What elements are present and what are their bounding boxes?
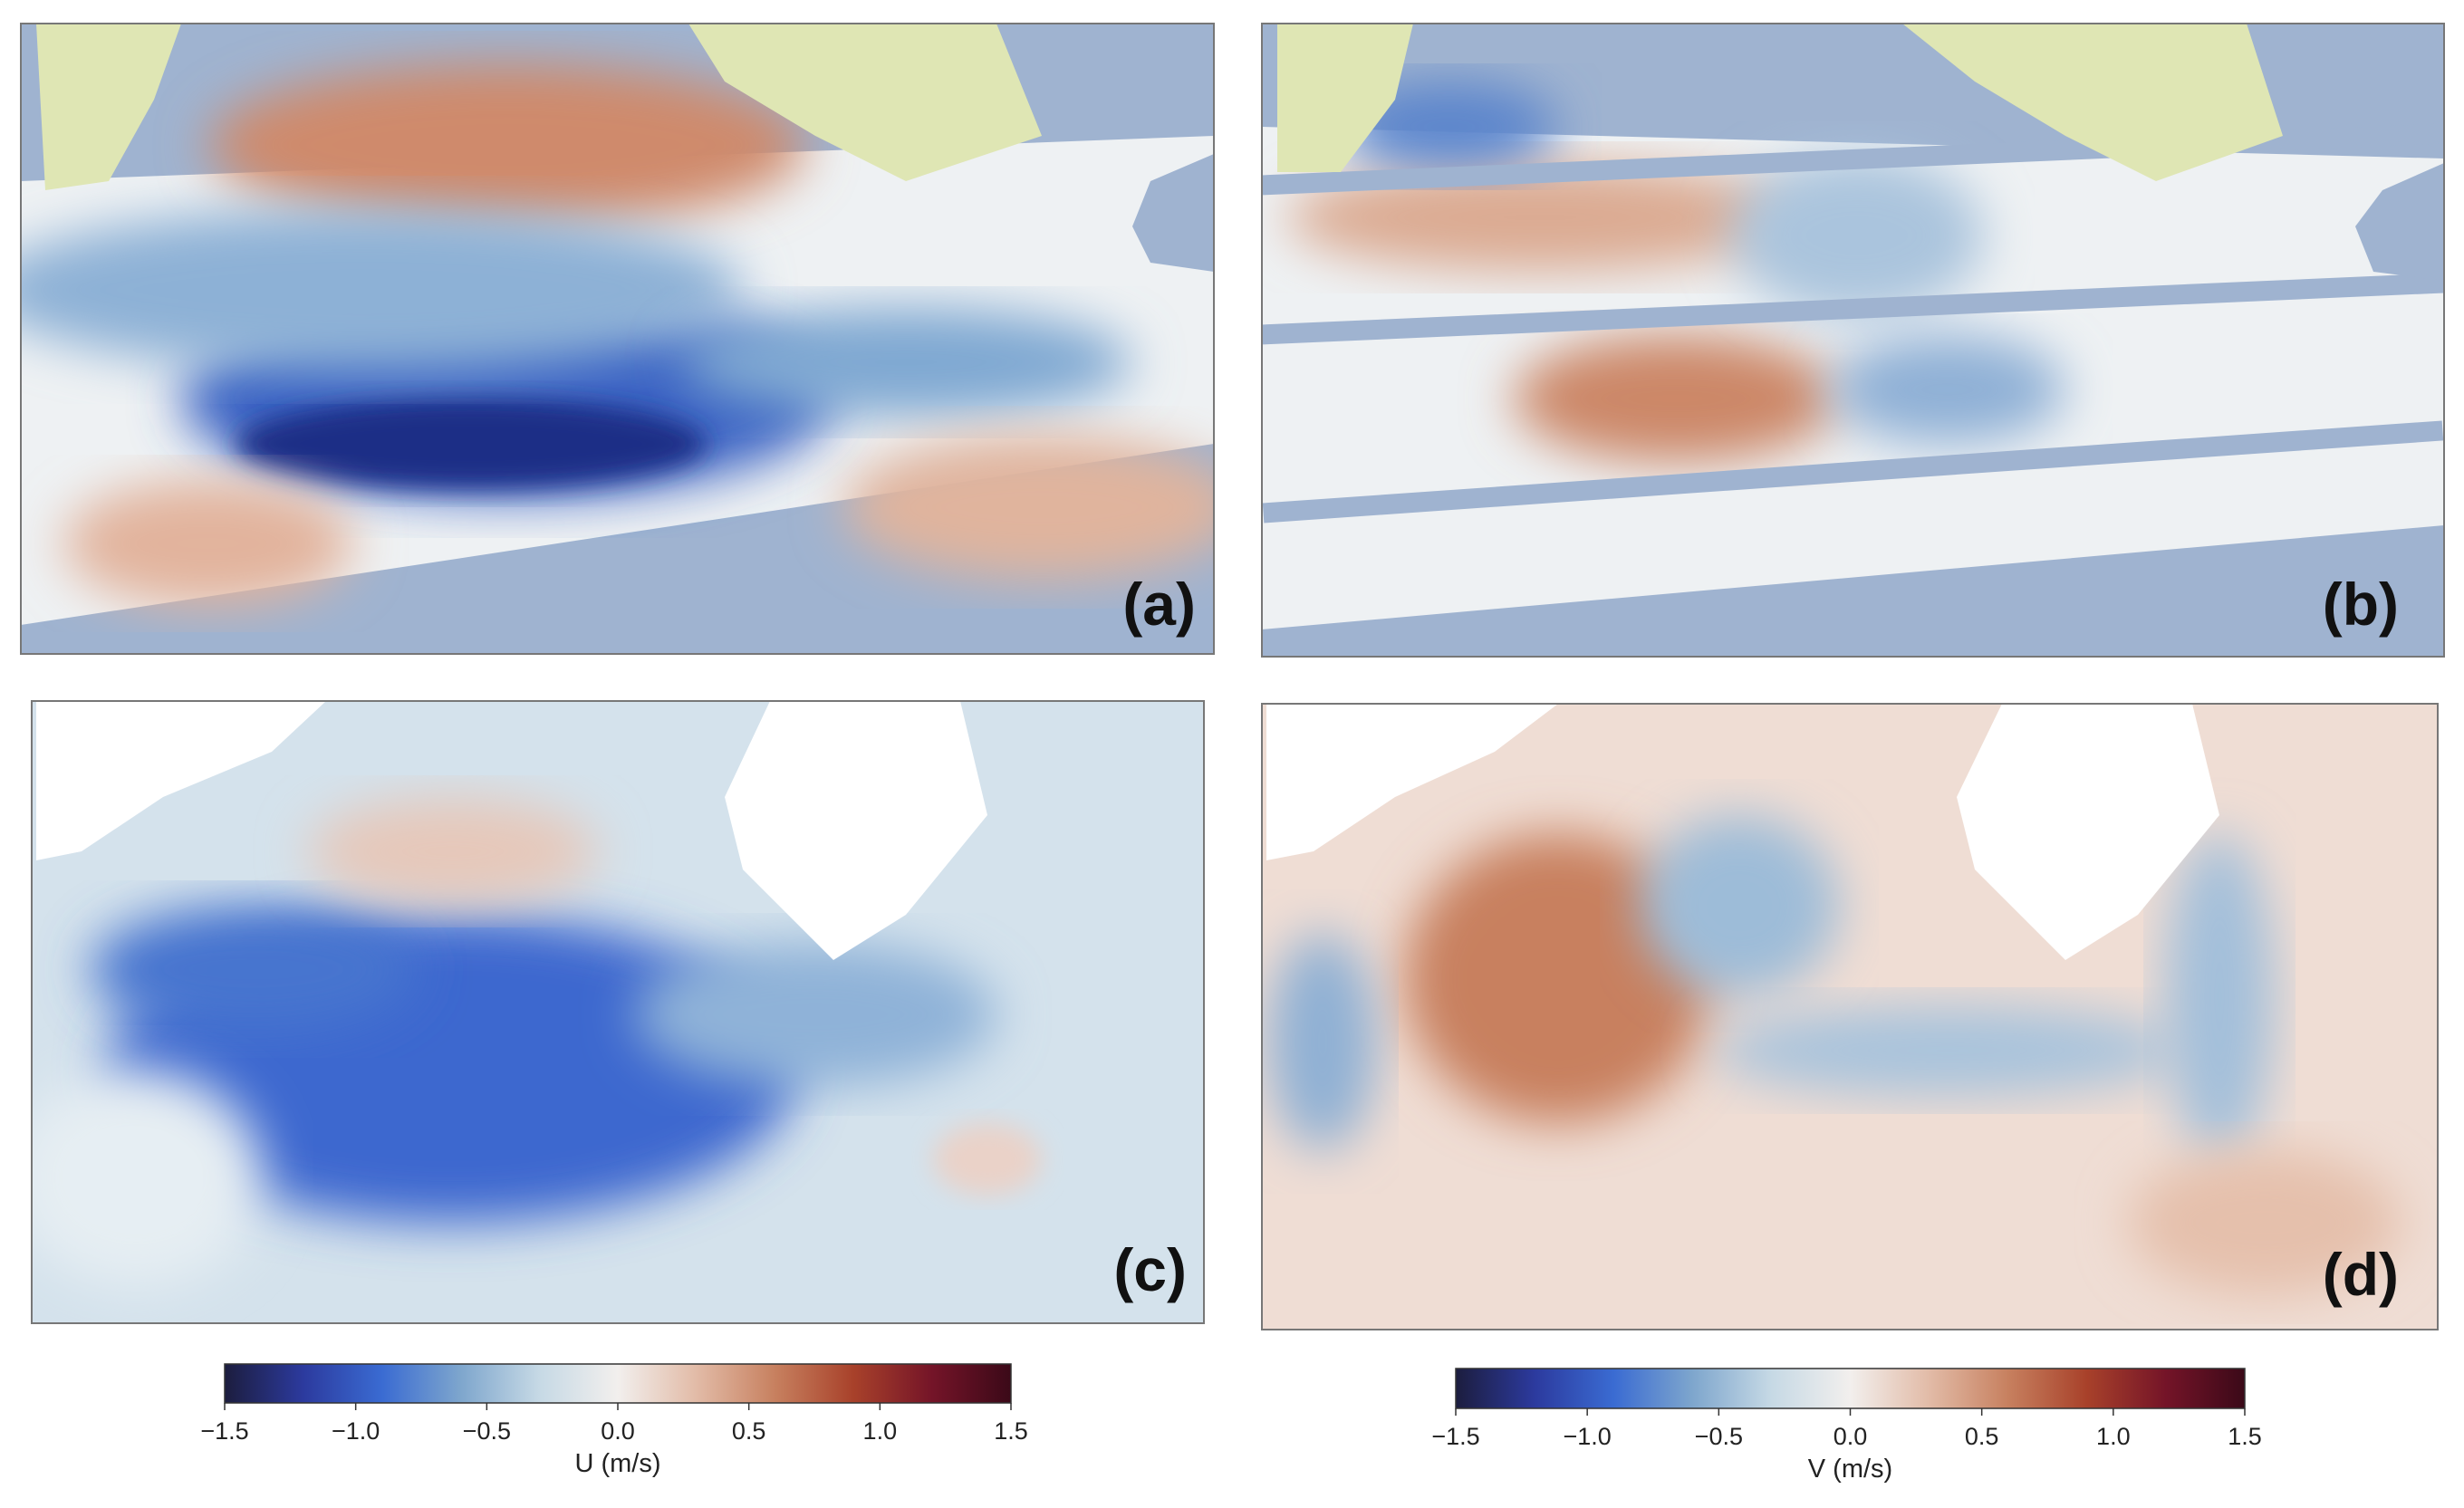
current-feature xyxy=(842,435,1214,580)
colorbar-gradient xyxy=(224,1363,1012,1404)
colorbar-label: U (m/s) xyxy=(574,1449,660,1478)
current-feature xyxy=(63,480,353,607)
current-feature xyxy=(91,906,417,1033)
panel-frame xyxy=(1261,23,2445,658)
current-feature xyxy=(1640,815,1839,996)
current-feature xyxy=(236,399,707,489)
panel-frame xyxy=(31,700,1205,1324)
panel-frame xyxy=(20,23,1215,655)
tick-label: −1.0 xyxy=(332,1417,380,1445)
land xyxy=(36,24,181,190)
current-feature xyxy=(2129,1150,2401,1295)
current-feature xyxy=(1730,154,1984,317)
panel-label: (a) xyxy=(1122,571,1196,638)
land xyxy=(1902,24,2283,181)
colorbar-gradient xyxy=(1455,1368,2246,1409)
panel-label: (b) xyxy=(2323,571,2399,638)
tick-label: −0.5 xyxy=(1695,1423,1743,1450)
tick-label: 0.5 xyxy=(732,1417,766,1445)
tick-label: 0.5 xyxy=(1965,1423,1999,1450)
land xyxy=(1277,24,1413,172)
current-feature xyxy=(208,63,806,226)
swath-gap xyxy=(1262,273,2444,345)
current-feature xyxy=(2165,833,2274,1159)
colorbar: −1.5 −1.0 −0.5 0.0 0.5 1.0 1.5 V (m/s) xyxy=(1431,1368,2262,1484)
swath-edge xyxy=(2355,163,2444,281)
tick-label: 1.0 xyxy=(2096,1423,2131,1450)
current-feature xyxy=(32,1069,263,1286)
colorbar: −1.5 −1.0 −0.5 0.0 0.5 1.0 1.5 U (m/s) xyxy=(200,1363,1028,1478)
tick-label: 0.0 xyxy=(1834,1423,1868,1450)
current-feature xyxy=(1513,335,1839,462)
panel-frame xyxy=(1261,703,2439,1330)
current-feature xyxy=(1286,163,1794,272)
current-feature xyxy=(933,1123,1042,1196)
panel-label: (d) xyxy=(2323,1241,2399,1308)
tick-label: 1.0 xyxy=(863,1417,898,1445)
tick-label: 0.0 xyxy=(601,1417,635,1445)
land xyxy=(1957,704,2219,960)
panel-b: (b) xyxy=(1261,23,2445,658)
current-feature xyxy=(679,308,1132,417)
tick-label: −0.5 xyxy=(463,1417,511,1445)
land xyxy=(688,24,1042,181)
panel-label: (c) xyxy=(1113,1236,1187,1303)
colorbar-label: V (m/s) xyxy=(1808,1455,1892,1484)
current-feature xyxy=(308,797,598,906)
tick-label: −1.0 xyxy=(1564,1423,1612,1450)
panel-a: (a) xyxy=(20,23,1215,655)
current-feature xyxy=(1341,82,1558,172)
panel-d: (d) xyxy=(1261,703,2439,1330)
current-feature xyxy=(634,942,996,1087)
current-feature xyxy=(1830,335,2065,444)
colorbars: −1.5 −1.0 −0.5 0.0 0.5 1.0 1.5U (m/s)−1.5 −1.0−… xyxy=(200,1363,2262,1484)
current-feature xyxy=(1712,1005,2183,1096)
tick-label: −1.5 xyxy=(200,1417,248,1445)
land xyxy=(1266,704,1558,860)
tick-label: −1.5 xyxy=(1431,1423,1479,1450)
tick-label: 1.5 xyxy=(2228,1423,2262,1450)
tick-label: 1.5 xyxy=(994,1417,1028,1445)
land xyxy=(725,701,987,960)
panel-c: (c) xyxy=(31,700,1205,1324)
swath-edge xyxy=(1132,154,1214,272)
land xyxy=(36,701,326,860)
current-feature xyxy=(1404,833,1712,1123)
current-feature xyxy=(1268,933,1377,1150)
current-feature xyxy=(21,208,743,371)
swath-gap xyxy=(1262,420,2444,523)
